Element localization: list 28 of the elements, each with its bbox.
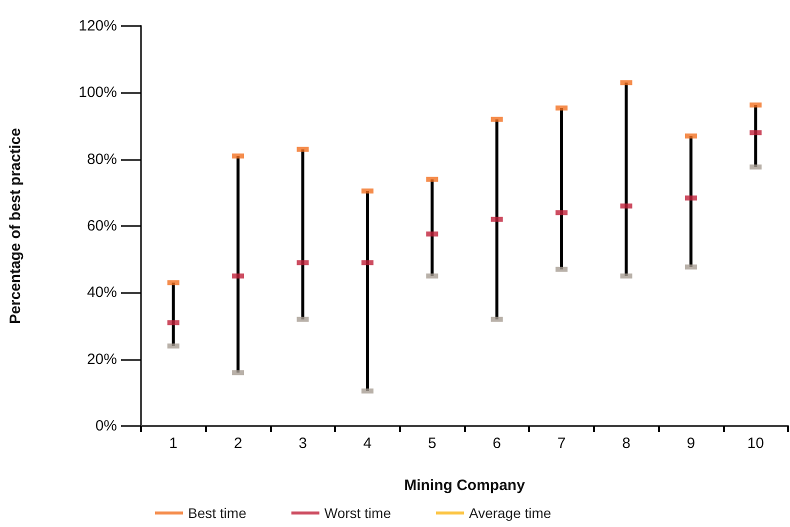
x-tick-label: 7 [557, 435, 566, 452]
bar [366, 191, 369, 391]
x-tick-label: 9 [686, 435, 696, 452]
x-tick-label: 6 [492, 435, 502, 452]
x-tick-label: 3 [298, 435, 307, 452]
x-axis-title: Mining Company [404, 477, 526, 494]
bar [689, 136, 692, 267]
bar [495, 119, 498, 320]
legend-label: Best time [188, 505, 247, 521]
x-tick-label: 5 [428, 435, 436, 452]
bar [624, 82, 628, 276]
y-tick-label: 120% [78, 18, 117, 34]
x-tick-label: 10 [747, 435, 764, 452]
y-tick-label: 0% [95, 418, 117, 434]
x-tick-label: 1 [169, 435, 178, 452]
y-tick-label: 100% [78, 84, 117, 102]
legend-label: Worst time [324, 505, 392, 521]
y-tick-label: 80% [86, 150, 117, 168]
bar [301, 149, 304, 320]
x-tick-label: 8 [622, 435, 630, 452]
x-tick-label: 4 [363, 435, 372, 452]
y-tick-label: 60% [86, 218, 117, 234]
x-tick-label: 2 [234, 435, 242, 452]
legend-label: Average time [468, 505, 552, 521]
y-axis-title: Percentage of best practice [7, 128, 24, 324]
y-tick-label: 20% [86, 350, 117, 368]
y-tick-label: 40% [86, 284, 117, 302]
bar [236, 156, 240, 373]
